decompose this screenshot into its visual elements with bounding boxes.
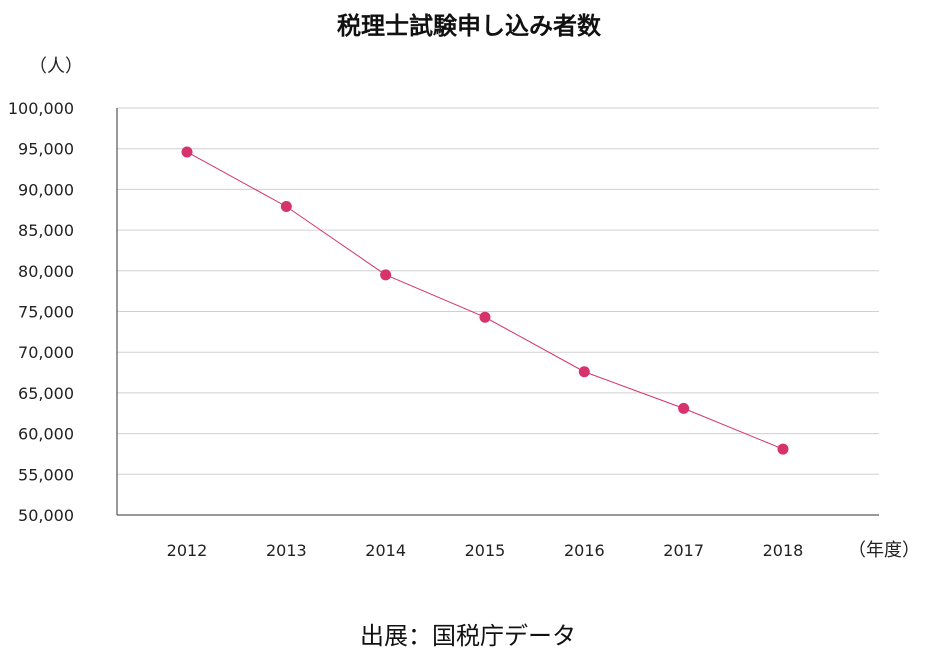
y-tick-label: 100,000 [8,99,74,118]
data-point [479,311,491,323]
x-axis-unit-label: （年度） [848,540,920,561]
x-tick-label: 2014 [365,541,406,560]
x-tick-label: 2018 [763,541,804,560]
data-series [181,146,789,455]
y-tick-labels: 50,000 55,000 60,000 65,000 70,000 75,000 80,0… [8,99,74,525]
x-tick-labels: 2012 2013 2014 2015 2016 2017 2018 [167,541,804,560]
y-tick-label: 75,000 [18,303,74,322]
data-point [181,146,193,158]
data-point [280,200,292,212]
x-tick-label: 2017 [663,541,704,560]
data-point [578,366,590,378]
chart-title: 税理士試験申し込み者数 [337,12,602,40]
y-tick-label: 90,000 [18,180,74,199]
y-tick-label: 80,000 [18,262,74,281]
x-tick-label: 2015 [465,541,506,560]
data-point [678,402,690,414]
y-tick-label: 55,000 [18,465,74,484]
y-tick-label: 65,000 [18,384,74,403]
source-note: 出展：国税庁データ [360,622,576,650]
x-tick-label: 2016 [564,541,605,560]
y-tick-label: 95,000 [18,140,74,159]
x-tick-label: 2013 [266,541,307,560]
y-tick-label: 50,000 [18,506,74,525]
y-tick-label: 70,000 [18,343,74,362]
y-tick-label: 85,000 [18,221,74,240]
y-axis-unit-label: （人） [29,56,83,77]
data-point [380,269,392,281]
data-point [777,443,789,455]
y-tick-label: 60,000 [18,425,74,444]
gridlines [117,107,879,475]
x-tick-label: 2012 [167,541,208,560]
series-line [186,151,784,450]
